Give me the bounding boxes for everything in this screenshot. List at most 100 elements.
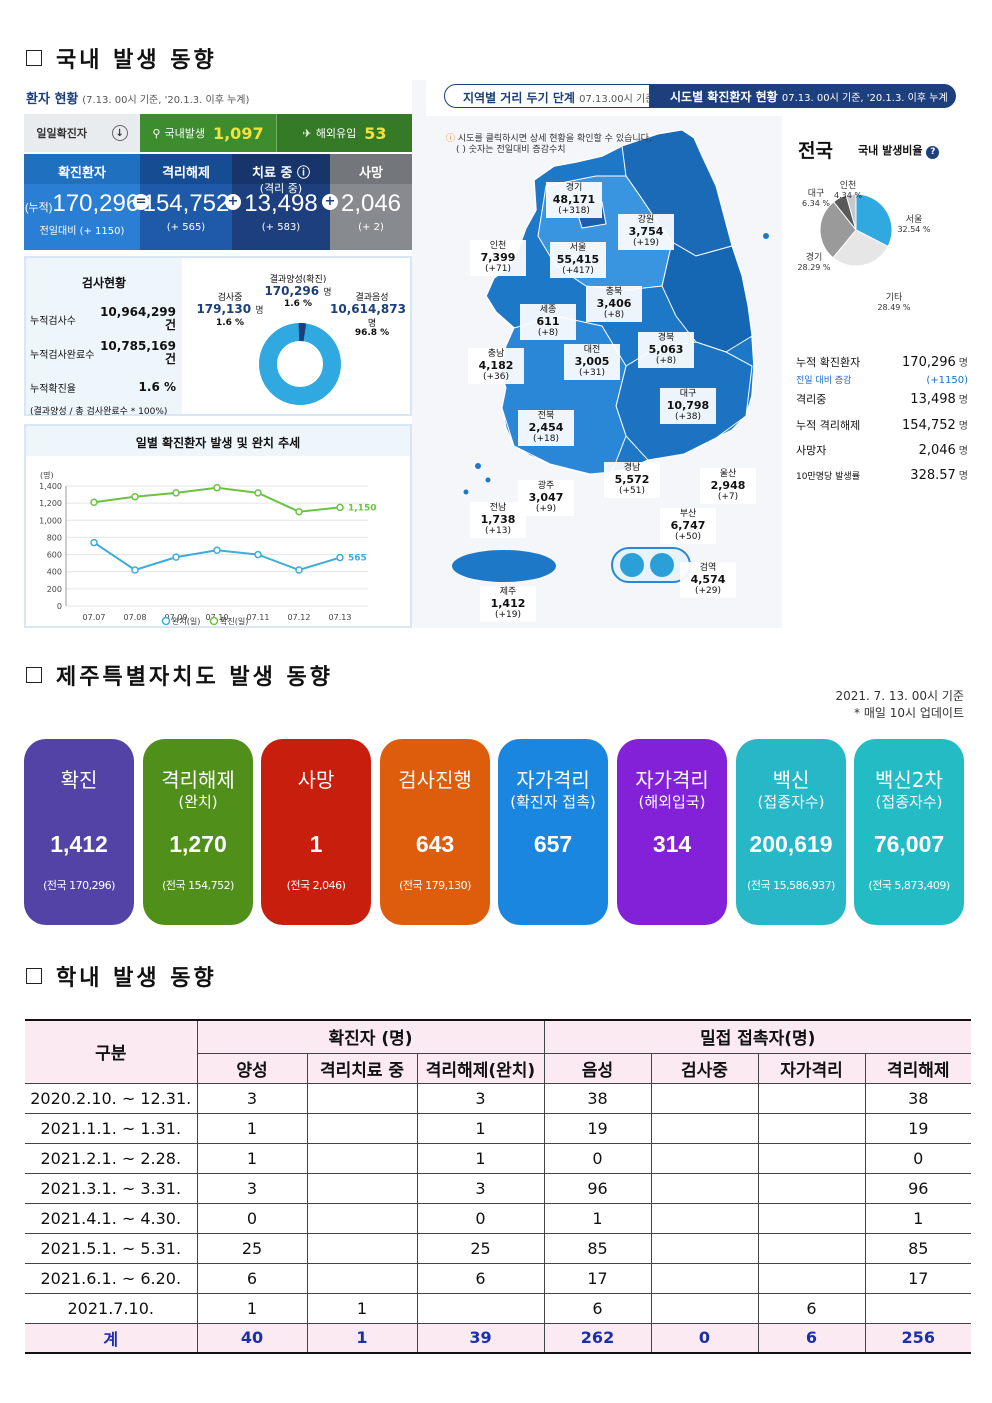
table-cell: 2021.7.10. — [25, 1292, 198, 1324]
school-table: 구분 확진자 (명) 밀접 접촉자(명) 양성 격리치료 중 격리해제(완치) 음성 검… — [25, 1019, 971, 1354]
region-label[interactable]: 전남 1,738 (+13) — [470, 502, 526, 538]
y-tick-label: 0 — [57, 602, 62, 611]
table-row: 2021.5.1. ~ 5.31. 25 25 85 85 — [25, 1232, 971, 1264]
region-label[interactable]: 강원 3,754 (+19) — [618, 214, 674, 250]
daily-trend-chart: (명) 0 200 400 600 800 1,000 1,200 1,400 07.07 07.0… — [39, 470, 376, 626]
table-cell: 1 — [864, 1202, 971, 1234]
card-value: 1 — [309, 831, 323, 857]
pie-slice — [855, 193, 893, 248]
airplane-icon — [620, 553, 644, 577]
pie-slice — [819, 201, 857, 259]
region-label[interactable]: 검역 4,574 (+29) — [680, 562, 736, 598]
card-title: 확진 — [60, 768, 98, 792]
y-axis-label: (명) — [40, 470, 54, 480]
series-point — [172, 553, 180, 561]
table-cell — [757, 1142, 866, 1174]
table-total-row: 계 40 1 39 262 0 6 256 — [25, 1322, 971, 1354]
plus-icon: + — [225, 194, 241, 210]
checkbox-icon — [26, 50, 42, 66]
korea-map: ⓘ 시도를 클릭하시면 상세 현황을 확인할 수 있습니다. ( ) 숫자는 전… — [426, 116, 782, 628]
table-cell: 3 — [416, 1172, 545, 1204]
x-tick-label: 07.10 — [206, 613, 229, 622]
pie-label-name: 경기 — [806, 251, 823, 263]
series-point — [336, 553, 344, 562]
region-label[interactable]: 경북 5,063 (+8) — [638, 332, 694, 368]
card-title: 사망 — [297, 768, 335, 792]
table-cell: 0 — [196, 1202, 308, 1234]
location-pin-icon: ⚲ — [152, 126, 161, 140]
card-title: 격리해제 (완치) — [161, 768, 235, 811]
stat-card: 확진 1,412 (전국 170,296) — [24, 739, 134, 925]
total-cell: 0 — [650, 1322, 759, 1354]
series-point — [336, 503, 344, 512]
gyeongbuk-shape[interactable] — [661, 241, 753, 353]
region-label[interactable]: 인천 7,399 (+71) — [470, 240, 526, 276]
help-icon[interactable]: ⓘ — [296, 166, 310, 181]
x-tick-label: 07.11 — [247, 613, 270, 622]
table-cell — [306, 1202, 418, 1234]
x-tick-label: 07.13 — [329, 613, 352, 622]
table-row: 2021.3.1. ~ 3.31. 3 3 96 96 — [25, 1172, 971, 1204]
pie-slice — [832, 229, 889, 267]
daily-domestic: ⚲ 국내발생 1,097 — [140, 114, 276, 152]
table-cell — [650, 1082, 759, 1114]
y-tick-label: 600 — [47, 551, 62, 560]
card-title: 검사진행 — [398, 768, 472, 792]
kpi-death: 사망 2,046 (+ 2) — [330, 154, 412, 250]
region-label[interactable]: 경기 48,171 (+318) — [546, 182, 602, 218]
series-point — [254, 489, 262, 497]
table-cell — [306, 1112, 418, 1144]
status-header: 환자 현황 (7.13. 00시 기준, '20.1.3. 이후 누계) — [26, 92, 250, 107]
series-point — [131, 566, 139, 574]
total-cell: 계 — [25, 1322, 198, 1354]
region-label[interactable]: 광주 3,047 (+9) — [518, 480, 574, 516]
table-cell — [757, 1112, 866, 1144]
section-domestic-title: 국내 발생 동향 — [26, 42, 217, 74]
card-title: 백신2차 (접종자수) — [875, 768, 943, 811]
total-cell: 262 — [543, 1322, 652, 1354]
series-point — [213, 483, 221, 492]
tab-distancing-level[interactable]: 지역별 거리 두기 단계 07.13.00시 기준 — [444, 84, 654, 108]
region-label[interactable]: 충북 3,406 (+8) — [586, 286, 642, 322]
series-point — [90, 498, 98, 507]
region-label[interactable]: 서울 55,415 (+417) — [550, 242, 606, 278]
subcol-header: 검사중 — [650, 1052, 759, 1084]
daily-confirmed-toggle[interactable]: 일일확진자 ↓ — [24, 114, 140, 152]
region-label[interactable]: 제주 1,412 (+19) — [480, 586, 536, 622]
table-cell: 1 — [196, 1142, 308, 1174]
island-icon — [763, 233, 769, 239]
national-row: 사망자 2,046 명 — [796, 443, 968, 458]
region-label[interactable]: 세종 611 (+8) — [520, 304, 576, 340]
tab-region-confirmed[interactable]: 시도별 확진환자 현황 07.13. 00시 기준, '20.1.3. 이후 누… — [650, 84, 956, 108]
section-jeju-title: 제주특별자치도 발생 동향 — [26, 659, 333, 691]
daily-confirmed-row: 일일확진자 ↓ ⚲ 국내발생 1,097 ✈ 해외유입 53 — [24, 114, 412, 152]
table-cell: 19 — [543, 1112, 652, 1144]
help-icon[interactable]: ? — [926, 146, 940, 159]
national-row: 전일 대비 증감 (+1150) — [796, 375, 968, 386]
table-cell: 1 — [196, 1292, 308, 1324]
region-label[interactable]: 부산 6,747 (+50) — [660, 508, 716, 544]
table-cell: 17 — [543, 1262, 652, 1294]
y-tick-label: 800 — [47, 533, 62, 542]
region-label[interactable]: 경남 5,572 (+51) — [604, 462, 660, 498]
table-row: 2021.2.1. ~ 2.28. 1 1 0 0 — [25, 1142, 971, 1174]
jeju-shape[interactable] — [452, 550, 556, 582]
x-tick-label: 07.07 — [83, 613, 106, 622]
region-label[interactable]: 대구 10,798 (+38) — [660, 388, 716, 424]
region-label[interactable]: 전북 2,454 (+18) — [518, 410, 574, 446]
region-label[interactable]: 울산 2,948 (+7) — [700, 468, 756, 504]
table-cell — [864, 1292, 971, 1324]
region-label[interactable]: 충남 4,182 (+36) — [468, 348, 524, 384]
table-cell — [650, 1202, 759, 1234]
series-point — [254, 550, 262, 559]
card-title: 자가격리 (확진자 접촉) — [510, 768, 596, 811]
stat-card: 자가격리 (확진자 접촉) 657 — [498, 739, 608, 925]
region-panel: 지역별 거리 두기 단계 07.13.00시 기준 시도별 확진환자 현황 07… — [426, 80, 970, 628]
ship-icon — [650, 553, 674, 577]
table-header-row: 구분 확진자 (명) 밀접 접촉자(명) — [25, 1019, 971, 1084]
pie-label-pct: 32.54 % — [897, 225, 930, 234]
region-label[interactable]: 대전 3,005 (+31) — [564, 344, 620, 380]
pie-slice — [845, 193, 857, 231]
table-cell: 0 — [543, 1142, 652, 1174]
